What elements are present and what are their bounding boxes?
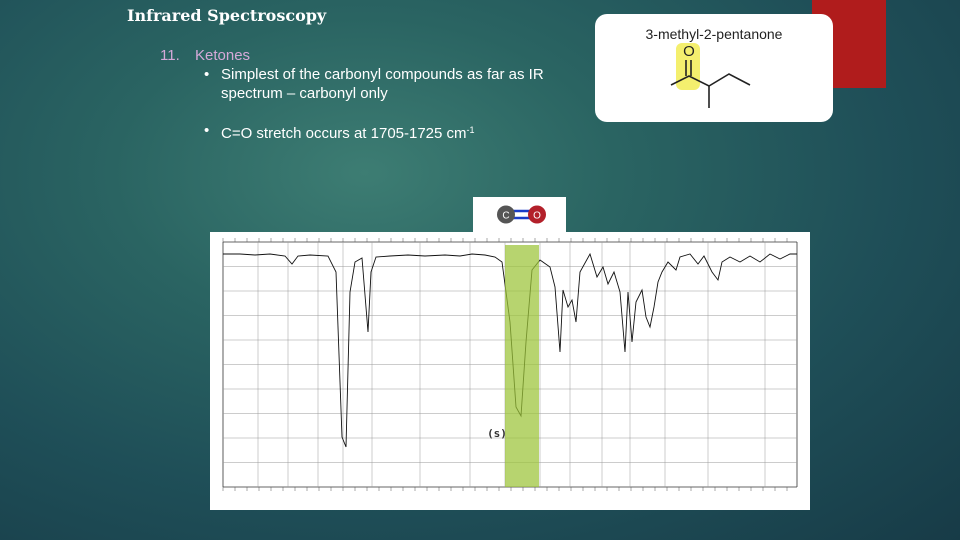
- molecule-card: 3-methyl-2-pentanone O: [595, 14, 833, 122]
- section-title: Ketones: [195, 47, 251, 64]
- oxygen-atom: [528, 205, 546, 224]
- slide-title: Infrared Spectroscopy: [127, 6, 327, 25]
- carbonyl-bond-image: C O: [473, 197, 566, 232]
- oxygen-atom-label: O: [533, 211, 541, 222]
- molecule-name: 3-methyl-2-pentanone: [645, 26, 783, 42]
- carbon-atom: [497, 205, 515, 224]
- carbonyl-band: [505, 245, 539, 487]
- bullet-item: • Simplest of the carbonyl compounds as …: [160, 65, 600, 103]
- bullet-item: • C=O stretch occurs at 1705-1725 cm-1: [160, 121, 600, 143]
- bullet-symbol: •: [204, 66, 210, 83]
- bullet-text: C=O stretch occurs at 1705-1725 cm: [221, 125, 467, 142]
- chart-ticks: [222, 238, 788, 491]
- molecule-structure: O: [670, 43, 751, 108]
- section-heading: 11. Ketones: [160, 46, 600, 65]
- bullet-symbol: •: [204, 122, 210, 139]
- bullet-text: Simplest of the carbonyl compounds as fa…: [221, 66, 544, 102]
- spectrum-trace: [223, 252, 797, 448]
- co-bond-diagram: C O: [497, 205, 546, 224]
- oxygen-label: O: [683, 43, 695, 60]
- ir-spectrum: (s): [210, 232, 810, 510]
- ir-spectrum-chart: (s): [222, 238, 798, 491]
- slide-content: 11. Ketones • Simplest of the carbonyl co…: [160, 46, 600, 143]
- carbon-atom-label: C: [502, 211, 509, 222]
- bullet-superscript: -1: [466, 125, 475, 135]
- section-number: 11.: [160, 47, 180, 64]
- band-label: (s): [487, 427, 507, 440]
